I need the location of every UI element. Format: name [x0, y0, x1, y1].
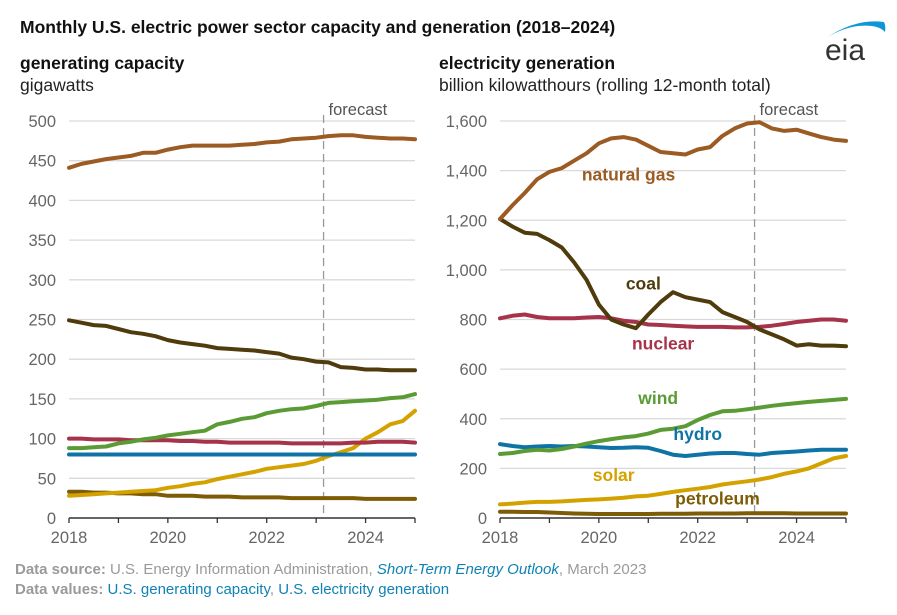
y-tick-label: 1,400 [446, 163, 487, 181]
chart-title: Monthly U.S. electric power sector capac… [20, 17, 616, 37]
y-tick-label: 250 [28, 312, 56, 330]
x-tick-label: 2024 [778, 529, 815, 547]
series-line-hydro [498, 442, 848, 458]
series-label-natural-gas: natural gas [582, 165, 676, 185]
values-separator: , [269, 581, 275, 598]
series-line-nuclear [498, 312, 848, 330]
y-tick-label: 50 [38, 470, 56, 488]
x-tick-label: 2020 [149, 529, 186, 547]
x-tick-label: 2018 [482, 529, 519, 547]
series-label-wind: wind [637, 388, 678, 408]
y-tick-label: 200 [28, 351, 56, 369]
series-label-nuclear: nuclear [632, 333, 694, 353]
x-tick-label: 2018 [51, 529, 88, 547]
y-tick-label: 400 [28, 192, 56, 210]
source-date: , March 2023 [558, 561, 647, 578]
y-tick-label: 100 [28, 431, 56, 449]
series-line-wind [67, 392, 417, 451]
right-panel-unit: billion kilowatthours (rolling 12-month … [439, 75, 771, 95]
y-tick-label: 0 [478, 510, 487, 528]
values-label: Data values: [15, 581, 104, 598]
y-tick-label: 300 [28, 272, 56, 290]
y-tick-label: 0 [47, 510, 56, 528]
series-line-natural-gas [67, 133, 417, 170]
left-panel-title: generating capacity [20, 53, 185, 73]
y-tick-label: 200 [459, 460, 487, 478]
y-tick-label: 800 [459, 312, 487, 330]
series-line-petroleum [498, 509, 848, 516]
series-line-coal [498, 217, 848, 349]
y-tick-label: 350 [28, 232, 56, 250]
series-label-coal: coal [626, 274, 661, 294]
forecast-label: forecast [760, 101, 819, 119]
footer-values: Data values: U.S. generating capacity, U… [15, 581, 449, 598]
series-label-hydro: hydro [673, 424, 722, 444]
y-tick-label: 600 [459, 361, 487, 379]
x-tick-label: 2022 [248, 529, 285, 547]
right-panel-title: electricity generation [439, 53, 616, 73]
source-link[interactable]: Short-Term Energy Outlook [376, 561, 559, 578]
y-tick-label: 400 [459, 411, 487, 429]
series-line-solar [498, 454, 848, 507]
footer-source: Data source: U.S. Energy Information Adm… [15, 561, 646, 578]
generation-data-link[interactable]: U.S. electricity generation [278, 581, 450, 598]
x-tick-label: 2020 [580, 529, 617, 547]
x-tick-label: 2024 [347, 529, 384, 547]
y-tick-label: 1,200 [446, 212, 487, 230]
capacity-panel: 0 50 100 150 200 250 300 350 400 450 500 forecast 20… [28, 101, 417, 547]
source-label: Data source: [15, 561, 106, 578]
y-tick-label: 500 [28, 113, 56, 131]
series-line-natural-gas [498, 120, 848, 221]
generation-panel: 0 200 400 600 800 1,000 1,200 1,400 1,600 forecas… [446, 101, 848, 547]
eia-logo-icon: eia [825, 21, 886, 67]
series-line-nuclear [67, 436, 417, 446]
eia-logo: eia [822, 16, 888, 67]
eia-logo-text: eia [825, 34, 865, 64]
y-tick-label: 1,000 [446, 262, 487, 280]
y-tick-label: 1,600 [446, 113, 487, 131]
forecast-label: forecast [329, 101, 388, 119]
series-label-solar: solar [593, 465, 635, 485]
x-tick-label: 2022 [679, 529, 716, 547]
source-text: U.S. Energy Information Administration, [110, 561, 373, 578]
y-tick-label: 450 [28, 153, 56, 171]
series-line-wind [498, 396, 848, 456]
series-line-solar [67, 408, 417, 498]
left-panel-unit: gigawatts [20, 75, 94, 95]
y-tick-label: 150 [28, 391, 56, 409]
capacity-data-link[interactable]: U.S. generating capacity [107, 581, 270, 598]
series-label-petroleum: petroleum [675, 488, 760, 508]
series-line-coal [67, 318, 417, 373]
